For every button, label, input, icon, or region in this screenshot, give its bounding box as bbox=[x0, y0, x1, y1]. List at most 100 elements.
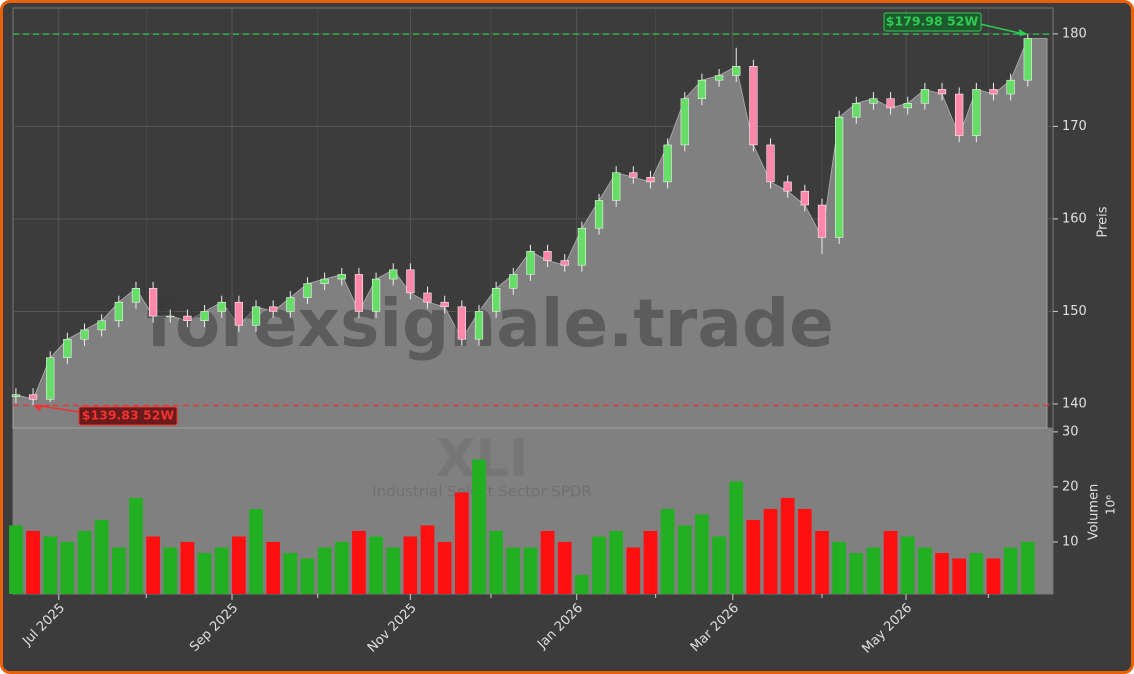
candle-body bbox=[629, 172, 638, 178]
volume-bar bbox=[386, 547, 401, 594]
volume-bar bbox=[60, 541, 75, 594]
candle-body bbox=[63, 338, 72, 358]
volume-bar bbox=[952, 558, 967, 594]
y2-axis-label: Volumen bbox=[1087, 484, 1102, 541]
x-tick-label: Nov 2025 bbox=[365, 601, 420, 656]
y-tick-label: 160 bbox=[1062, 211, 1087, 226]
volume-bar bbox=[180, 541, 195, 594]
candle-body bbox=[989, 89, 998, 95]
candle-body bbox=[97, 320, 106, 331]
high-arrowhead bbox=[1018, 29, 1028, 37]
candle-body bbox=[800, 190, 809, 206]
volume-bar bbox=[677, 525, 692, 594]
candle-body bbox=[766, 144, 775, 183]
volume-bar bbox=[815, 530, 829, 594]
candle-body bbox=[183, 315, 192, 321]
volume-bar bbox=[540, 530, 555, 594]
candle-body bbox=[612, 172, 621, 201]
candle-body bbox=[46, 357, 55, 400]
candle-body bbox=[783, 181, 792, 192]
candle-body bbox=[337, 274, 346, 280]
candle-body bbox=[680, 98, 689, 146]
candle-body bbox=[251, 306, 261, 326]
volume-bar bbox=[352, 530, 366, 594]
candle-body bbox=[886, 98, 895, 109]
candle-body bbox=[646, 177, 655, 183]
low-label-box bbox=[78, 406, 178, 426]
volume-bar bbox=[94, 519, 109, 594]
volume-bar bbox=[918, 547, 932, 594]
volume-bar bbox=[660, 508, 675, 594]
volume-bar bbox=[986, 558, 1001, 594]
volume-bar bbox=[300, 558, 315, 594]
y2-tick-label: 30 bbox=[1062, 424, 1079, 439]
volume-bar bbox=[111, 547, 126, 594]
candle-body bbox=[269, 306, 278, 312]
candle-body bbox=[972, 89, 981, 136]
candle-body bbox=[852, 103, 861, 118]
candle-body bbox=[749, 66, 758, 146]
volume-bar bbox=[575, 575, 589, 594]
high-label-box bbox=[883, 12, 982, 32]
volume-bar bbox=[472, 459, 486, 594]
candle-body bbox=[474, 311, 484, 340]
x-tick-label: Jan 2026 bbox=[534, 601, 586, 653]
volume-bar bbox=[334, 541, 349, 594]
candle-body bbox=[217, 301, 226, 312]
candle-body bbox=[835, 116, 844, 238]
volume-bar bbox=[232, 536, 246, 594]
volume-bar bbox=[797, 508, 812, 594]
volume-bar bbox=[489, 530, 503, 594]
volume-bar bbox=[729, 481, 744, 594]
candle-body bbox=[389, 269, 398, 280]
volume-bar bbox=[763, 508, 778, 594]
candle-body bbox=[577, 227, 586, 266]
volume-bar bbox=[643, 530, 658, 594]
volume-bar bbox=[900, 536, 915, 594]
x-tick-label: Sep 2025 bbox=[187, 601, 241, 655]
candle-body bbox=[234, 301, 243, 326]
low-arrowhead bbox=[33, 404, 43, 412]
volume-bar bbox=[317, 547, 332, 594]
candle-body bbox=[594, 200, 604, 229]
volume-bar bbox=[849, 552, 864, 594]
volume-bar bbox=[626, 547, 641, 594]
high-arrow bbox=[979, 23, 1024, 35]
volume-bar bbox=[780, 497, 795, 594]
candle-body bbox=[320, 278, 329, 284]
watermark: forexsignale.trade bbox=[146, 285, 834, 362]
low-label: $139.83 52W bbox=[82, 408, 175, 423]
volume-bar bbox=[266, 541, 281, 594]
volume-bar bbox=[883, 530, 898, 594]
volume-bar bbox=[437, 541, 452, 594]
x-tick-label: Mar 2026 bbox=[688, 601, 742, 655]
x-tick-label: Jul 2025 bbox=[19, 601, 68, 650]
candle-body bbox=[149, 288, 158, 317]
y-tick-label: 180 bbox=[1062, 26, 1087, 41]
volume-bar bbox=[146, 536, 160, 594]
volume-bar bbox=[592, 536, 606, 594]
candle-body bbox=[492, 288, 501, 312]
candle-body bbox=[114, 301, 123, 321]
candle-body bbox=[560, 260, 569, 266]
y2-unit: 10⁶ bbox=[1104, 495, 1118, 515]
candle-body bbox=[303, 283, 312, 298]
candle-body bbox=[663, 144, 672, 183]
candle-body bbox=[526, 251, 535, 275]
candle-body bbox=[732, 66, 741, 76]
volume-bar bbox=[283, 552, 298, 594]
low-arrow bbox=[36, 404, 81, 413]
candle-body bbox=[1006, 79, 1015, 95]
y-tick-label: 140 bbox=[1062, 396, 1087, 411]
volume-bar bbox=[454, 492, 469, 594]
volume-bar bbox=[403, 536, 418, 594]
volume-bar bbox=[695, 514, 709, 594]
candle-body bbox=[28, 394, 38, 400]
volume-bar bbox=[935, 552, 949, 594]
candle-body bbox=[457, 306, 466, 340]
y2-tick-label: 20 bbox=[1062, 479, 1079, 494]
volume-bar bbox=[523, 547, 538, 594]
y-tick-label: 170 bbox=[1062, 119, 1087, 134]
